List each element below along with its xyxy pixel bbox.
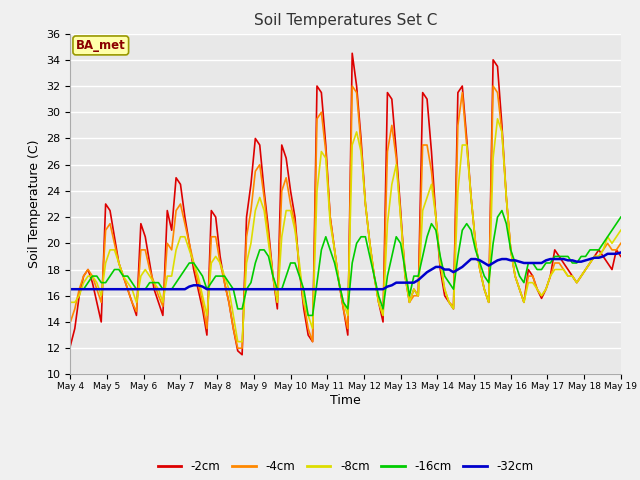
Title: Soil Temperatures Set C: Soil Temperatures Set C [254, 13, 437, 28]
Legend: -2cm, -4cm, -8cm, -16cm, -32cm: -2cm, -4cm, -8cm, -16cm, -32cm [153, 455, 538, 478]
Text: BA_met: BA_met [76, 39, 125, 52]
X-axis label: Time: Time [330, 394, 361, 407]
Y-axis label: Soil Temperature (C): Soil Temperature (C) [28, 140, 41, 268]
